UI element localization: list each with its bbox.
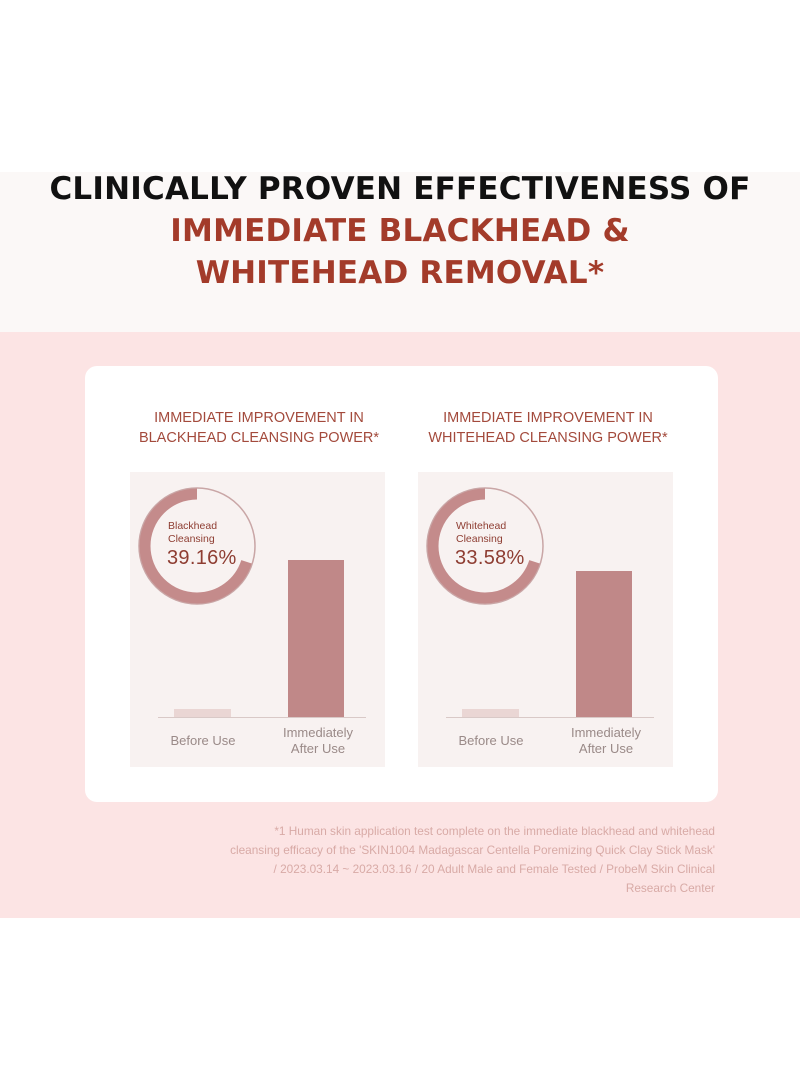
category-label-line: Before Use bbox=[170, 733, 236, 748]
headline-line-1: CLINICALLY PROVEN EFFECTIVENESS OF bbox=[49, 171, 751, 207]
bar-after-use bbox=[288, 560, 344, 717]
category-label-after: Immediately After Use bbox=[551, 725, 661, 757]
headline-line-2: IMMEDIATE BLACKHEAD & bbox=[170, 213, 630, 249]
footnote-line: *1 Human skin application test complete … bbox=[274, 824, 715, 838]
category-label-line: Immediately bbox=[570, 725, 642, 740]
footnote-line: Research Center bbox=[625, 881, 715, 895]
category-label-line: After Use bbox=[290, 741, 346, 756]
footnote-line: cleansing efficacy of the 'SKIN1004 Mada… bbox=[230, 843, 715, 857]
badge-ring-track bbox=[138, 487, 256, 605]
bar-before-use bbox=[462, 709, 519, 717]
badge-ring-arc bbox=[427, 488, 543, 604]
panel-title-line-2: BLACKHEAD CLEANSING POWER* bbox=[138, 430, 380, 446]
panel-title-line-1: IMMEDIATE IMPROVEMENT IN bbox=[154, 410, 364, 426]
title-band bbox=[0, 172, 800, 332]
bar-before-use bbox=[174, 709, 231, 717]
panel-title-line-1: IMMEDIATE IMPROVEMENT IN bbox=[443, 410, 653, 426]
badge-ring-arc bbox=[139, 488, 255, 604]
panel-title-whitehead: IMMEDIATE IMPROVEMENT IN WHITEHEAD CLEAN… bbox=[398, 408, 698, 448]
footnote-line: / 2023.03.14 ~ 2023.03.16 / 20 Adult Mal… bbox=[273, 862, 715, 876]
category-label-line: After Use bbox=[578, 741, 634, 756]
badge-label-line-1: Whitehead bbox=[456, 520, 507, 532]
badge-label-line-1: Blackhead bbox=[168, 520, 218, 532]
category-label-before: Before Use bbox=[148, 733, 258, 749]
panel-title-line-2: WHITEHEAD CLEANSING POWER* bbox=[428, 430, 668, 446]
category-label-line: Before Use bbox=[458, 733, 524, 748]
badge-label-blackhead: Blackhead Cleansing bbox=[168, 520, 217, 546]
badge-value-blackhead: 39.16% bbox=[167, 547, 237, 569]
badge-value-whitehead: 33.58% bbox=[455, 547, 525, 569]
panel-title-blackhead: IMMEDIATE IMPROVEMENT IN BLACKHEAD CLEAN… bbox=[109, 408, 409, 448]
category-label-line: Immediately bbox=[282, 725, 354, 740]
badge-label-whitehead: Whitehead Cleansing bbox=[456, 520, 506, 546]
footnote: *1 Human skin application test complete … bbox=[140, 822, 715, 898]
badge-label-line-2: Cleansing bbox=[168, 533, 215, 545]
headline: CLINICALLY PROVEN EFFECTIVENESS OF IMMED… bbox=[0, 168, 800, 294]
bar-after-use bbox=[576, 571, 632, 717]
top-margin bbox=[0, 0, 800, 172]
headline-line-3: WHITEHEAD REMOVAL* bbox=[195, 255, 605, 291]
badge-ring-track bbox=[426, 487, 544, 605]
category-label-after: Immediately After Use bbox=[263, 725, 373, 757]
badge-label-line-2: Cleansing bbox=[456, 533, 503, 545]
category-label-before: Before Use bbox=[436, 733, 546, 749]
